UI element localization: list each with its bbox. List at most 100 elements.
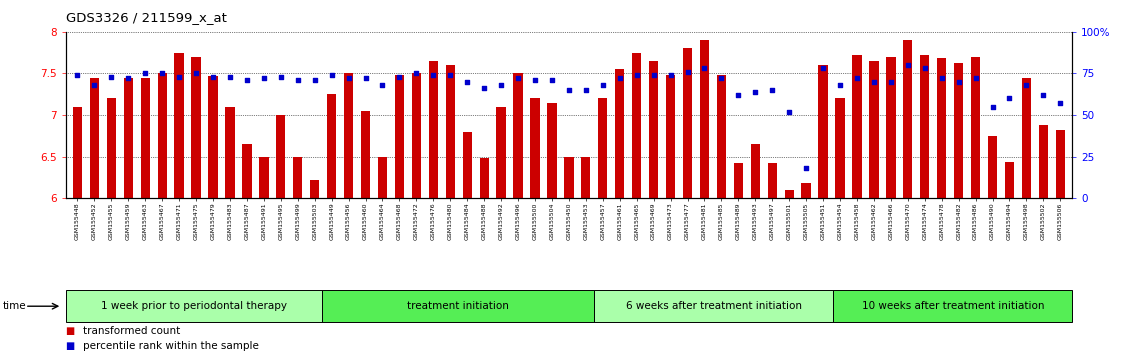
Point bbox=[662, 72, 680, 78]
Bar bbox=[717, 75, 726, 198]
Bar bbox=[853, 55, 862, 198]
Bar bbox=[344, 74, 353, 198]
Bar bbox=[700, 40, 709, 198]
Point bbox=[68, 72, 86, 78]
Bar bbox=[595, 290, 834, 322]
Point bbox=[441, 72, 459, 78]
Bar bbox=[785, 190, 794, 198]
Point bbox=[882, 79, 900, 85]
Bar bbox=[598, 98, 607, 198]
Point bbox=[271, 74, 290, 80]
Bar bbox=[321, 290, 595, 322]
Text: 6 weeks after treatment initiation: 6 weeks after treatment initiation bbox=[625, 301, 802, 311]
Point bbox=[645, 72, 663, 78]
Text: 10 weeks after treatment initiation: 10 weeks after treatment initiation bbox=[862, 301, 1044, 311]
Bar bbox=[953, 63, 964, 198]
Bar bbox=[819, 65, 828, 198]
Point bbox=[814, 65, 832, 71]
Bar bbox=[446, 65, 455, 198]
Bar bbox=[66, 290, 321, 322]
Point bbox=[628, 72, 646, 78]
Bar bbox=[802, 183, 811, 198]
Point bbox=[424, 72, 442, 78]
Point bbox=[916, 65, 934, 71]
Point bbox=[713, 76, 731, 81]
Point bbox=[696, 65, 714, 71]
Point bbox=[1001, 96, 1019, 101]
Point bbox=[458, 79, 476, 85]
Point bbox=[1052, 101, 1070, 106]
Point bbox=[729, 92, 748, 98]
Point bbox=[339, 76, 357, 81]
Point bbox=[679, 69, 697, 75]
Point bbox=[221, 74, 239, 80]
Bar bbox=[751, 144, 760, 198]
Point bbox=[102, 74, 120, 80]
Bar bbox=[174, 53, 184, 198]
Bar bbox=[89, 78, 100, 198]
Point bbox=[746, 89, 765, 95]
Text: treatment initiation: treatment initiation bbox=[407, 301, 509, 311]
Text: ■: ■ bbox=[66, 326, 75, 336]
Bar bbox=[836, 98, 845, 198]
Text: percentile rank within the sample: percentile rank within the sample bbox=[83, 341, 259, 351]
Bar bbox=[106, 98, 116, 198]
Bar bbox=[768, 163, 777, 198]
Bar bbox=[378, 156, 387, 198]
Point bbox=[136, 71, 154, 76]
Point bbox=[763, 87, 782, 93]
Point bbox=[543, 77, 561, 83]
Point bbox=[407, 71, 425, 76]
Bar bbox=[870, 61, 879, 198]
Bar bbox=[970, 57, 981, 198]
Point bbox=[356, 76, 374, 81]
Bar bbox=[276, 115, 285, 198]
Point bbox=[950, 79, 968, 85]
Bar bbox=[683, 48, 692, 198]
Bar bbox=[72, 107, 83, 198]
Bar bbox=[463, 132, 472, 198]
Bar bbox=[293, 156, 302, 198]
Point bbox=[187, 71, 205, 76]
Bar bbox=[1038, 125, 1048, 198]
Point bbox=[984, 104, 1002, 110]
Bar bbox=[1021, 78, 1031, 198]
Point bbox=[831, 82, 849, 88]
Bar bbox=[225, 107, 234, 198]
Point bbox=[305, 77, 323, 83]
Point bbox=[1035, 92, 1053, 98]
Point bbox=[509, 76, 527, 81]
Bar bbox=[208, 76, 217, 198]
Bar bbox=[904, 40, 913, 198]
Bar bbox=[310, 180, 319, 198]
Point bbox=[238, 77, 256, 83]
Bar bbox=[649, 61, 658, 198]
Bar bbox=[1055, 130, 1065, 198]
Bar bbox=[140, 78, 150, 198]
Point bbox=[865, 79, 883, 85]
Point bbox=[577, 87, 595, 93]
Bar bbox=[497, 107, 506, 198]
Bar bbox=[1004, 162, 1015, 198]
Point bbox=[153, 71, 171, 76]
Bar bbox=[327, 94, 336, 198]
Bar bbox=[632, 53, 641, 198]
Bar bbox=[530, 98, 539, 198]
Bar bbox=[547, 103, 556, 198]
Point bbox=[560, 87, 578, 93]
Bar bbox=[395, 75, 404, 198]
Point bbox=[526, 77, 544, 83]
Bar bbox=[513, 74, 523, 198]
Point bbox=[797, 165, 815, 171]
Bar bbox=[581, 156, 590, 198]
Bar bbox=[123, 78, 133, 198]
Point bbox=[119, 76, 137, 81]
Bar bbox=[938, 58, 947, 198]
Text: 1 week prior to periodontal therapy: 1 week prior to periodontal therapy bbox=[101, 301, 286, 311]
Bar bbox=[734, 163, 743, 198]
Point bbox=[780, 109, 798, 115]
Point bbox=[254, 76, 273, 81]
Point bbox=[475, 86, 493, 91]
Bar bbox=[834, 290, 1072, 322]
Bar bbox=[157, 74, 167, 198]
